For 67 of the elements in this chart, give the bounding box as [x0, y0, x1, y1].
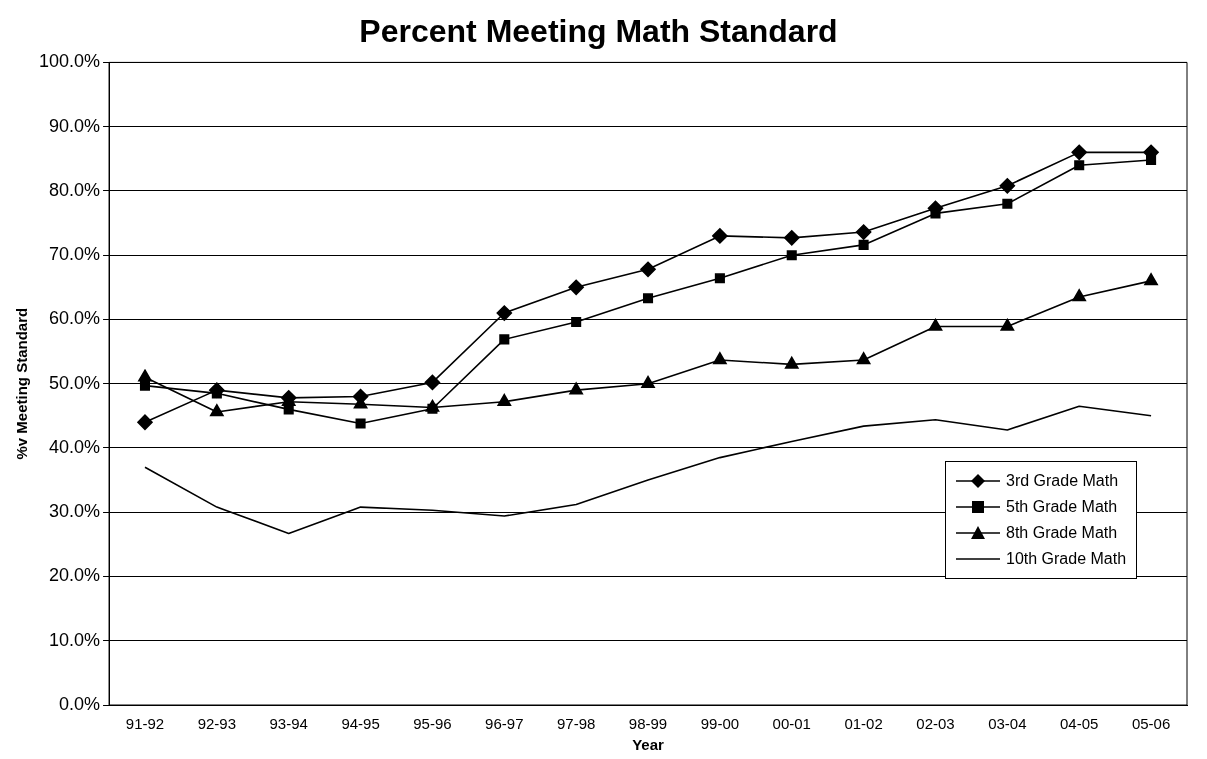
x-tick-label: 96-97 [485, 715, 524, 733]
point [569, 382, 584, 395]
legend-label: 5th Grade Math [1006, 497, 1118, 516]
point [424, 374, 441, 391]
y-tick-label: 20.0% [49, 565, 101, 586]
point [783, 230, 800, 246]
x-tick-label: 03-04 [988, 715, 1027, 733]
y-tick-label: 10.0% [49, 629, 101, 650]
point [714, 273, 725, 284]
x-tick-label: 93-94 [269, 715, 308, 733]
x-tick-label: 02-03 [916, 715, 955, 733]
y-tick-label: 30.0% [49, 501, 101, 522]
point [568, 279, 584, 296]
point [137, 414, 153, 431]
point [209, 404, 224, 417]
point [855, 224, 872, 240]
y-tick-label: 40.0% [49, 436, 101, 457]
x-tick-label: 97-98 [556, 715, 596, 733]
y-tick-label: 60.0% [49, 308, 101, 329]
x-tick-label: 95-96 [413, 715, 452, 733]
legend-label: 8th Grade Math [1006, 523, 1118, 542]
point [499, 334, 510, 345]
point [641, 375, 655, 388]
x-tick-label: 00-01 [772, 715, 811, 733]
point [999, 177, 1016, 194]
point [642, 293, 654, 304]
point [713, 352, 727, 365]
x-axis-title: Year [632, 736, 665, 754]
y-tick-label: 0.0% [59, 693, 101, 714]
point [928, 318, 943, 331]
point [1002, 198, 1013, 209]
point [858, 239, 869, 250]
point [138, 369, 152, 382]
point [1144, 273, 1158, 286]
point [784, 356, 799, 369]
y-tick-label: 80.0% [49, 179, 101, 200]
point [1074, 160, 1085, 171]
point [497, 393, 512, 406]
point [1071, 144, 1088, 161]
point [139, 380, 151, 391]
point [1000, 318, 1015, 331]
y-axis-title: %v Meeting Standard [13, 307, 31, 460]
point [355, 418, 366, 429]
y-tick-label: 50.0% [49, 372, 101, 393]
point [786, 250, 797, 261]
point [571, 316, 582, 328]
y-tick-label: 70.0% [49, 244, 101, 265]
x-tick-label: 99-00 [700, 715, 740, 733]
x-tick-label: 94-95 [341, 715, 380, 733]
chart-title: Percent Meeting Math Standard [359, 13, 838, 50]
point [856, 352, 871, 365]
y-tick-label: 100.0% [38, 51, 101, 72]
x-tick-label: 91-92 [125, 715, 165, 733]
point [640, 261, 656, 278]
legend-label: 10th Grade Math [1006, 549, 1127, 568]
y-tick-label: 90.0% [49, 115, 101, 136]
point [712, 228, 728, 244]
x-tick-label: 04-05 [1060, 715, 1099, 733]
legend-label: 3rd Grade Math [1006, 471, 1119, 490]
point [209, 382, 225, 398]
x-tick-label: 01-02 [844, 715, 883, 733]
x-tick-label: 98-99 [628, 715, 668, 733]
point [427, 403, 438, 414]
x-tick-label: 05-06 [1131, 715, 1171, 733]
point [496, 305, 513, 321]
x-tick-label: 92-93 [197, 715, 237, 733]
point [1072, 289, 1087, 302]
